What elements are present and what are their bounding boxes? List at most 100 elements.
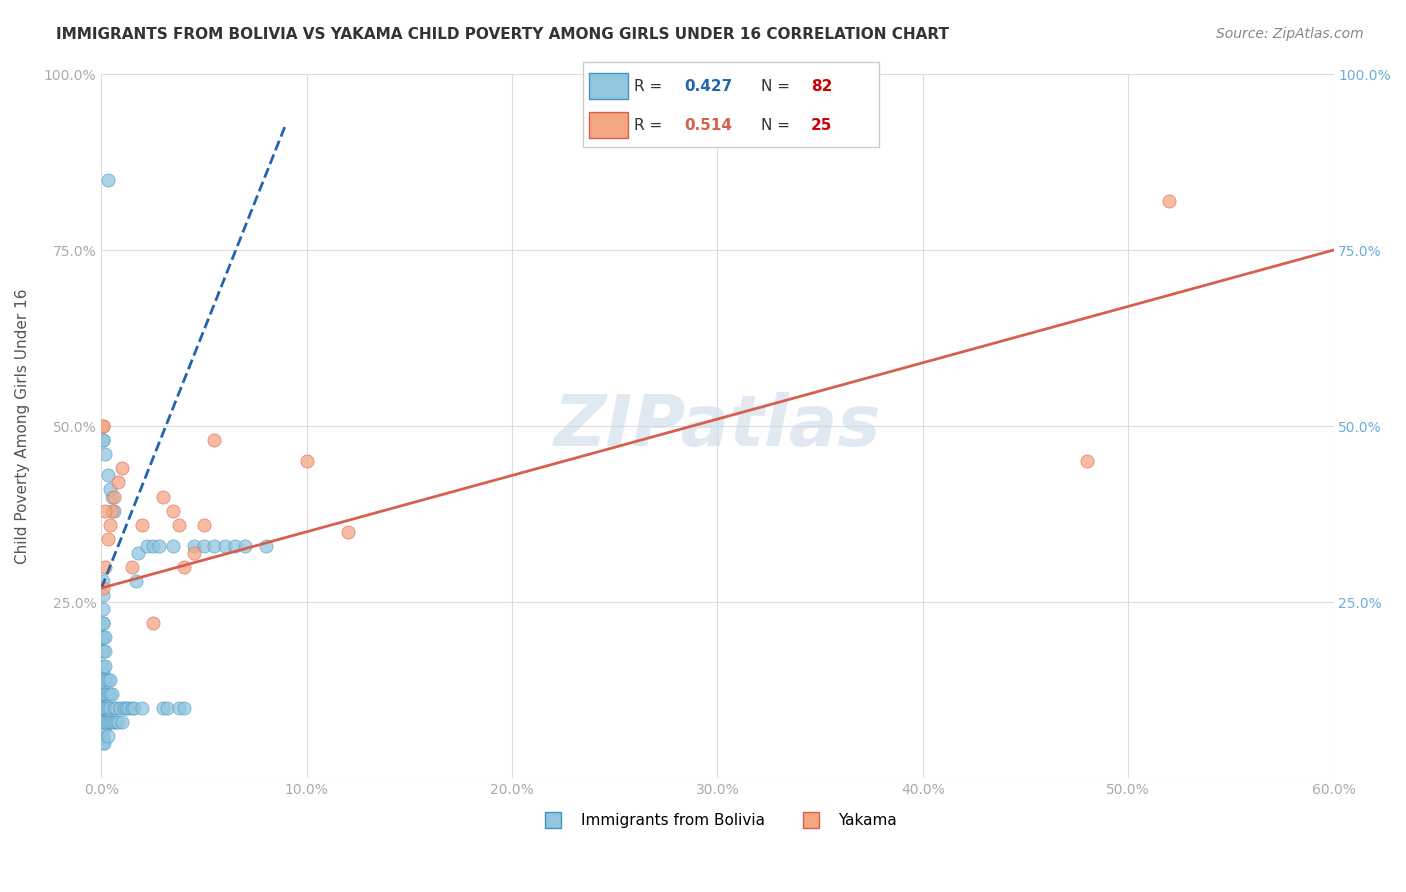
- Point: [100, 503, 122, 517]
- Point: [104, 701, 127, 715]
- Point: [93, 574, 115, 588]
- Point: [98, 483, 121, 497]
- Point: [94, 701, 117, 715]
- Point: [93, 419, 115, 434]
- Point: [93, 714, 115, 729]
- Point: [94, 714, 117, 729]
- Point: [336, 524, 359, 539]
- Point: [183, 539, 205, 553]
- Point: [111, 461, 134, 475]
- Point: [100, 490, 122, 504]
- Point: [1159, 194, 1181, 208]
- Point: [93, 419, 115, 434]
- Point: [93, 736, 115, 750]
- Point: [131, 701, 153, 715]
- Text: ZIPatlas: ZIPatlas: [554, 392, 882, 460]
- Point: [93, 658, 115, 673]
- Point: [183, 546, 205, 560]
- Point: [111, 714, 134, 729]
- Text: R =: R =: [634, 78, 666, 94]
- Point: [91, 736, 114, 750]
- Point: [93, 631, 115, 645]
- Point: [202, 539, 225, 553]
- Point: [93, 701, 115, 715]
- Point: [93, 701, 115, 715]
- Point: [91, 616, 114, 631]
- FancyBboxPatch shape: [583, 62, 879, 147]
- Point: [193, 517, 215, 532]
- Point: [107, 475, 129, 490]
- Point: [131, 517, 153, 532]
- Point: [98, 701, 121, 715]
- Point: [162, 539, 184, 553]
- Text: IMMIGRANTS FROM BOLIVIA VS YAKAMA CHILD POVERTY AMONG GIRLS UNDER 16 CORRELATION: IMMIGRANTS FROM BOLIVIA VS YAKAMA CHILD …: [56, 27, 949, 42]
- Point: [254, 539, 277, 553]
- Point: [148, 539, 170, 553]
- Point: [100, 687, 122, 701]
- Point: [162, 503, 184, 517]
- Point: [108, 701, 131, 715]
- Text: N =: N =: [761, 78, 794, 94]
- Point: [93, 588, 115, 602]
- Point: [96, 532, 118, 546]
- Point: [117, 701, 139, 715]
- Point: [98, 714, 121, 729]
- Point: [173, 560, 195, 574]
- Point: [93, 434, 115, 448]
- Point: [173, 701, 195, 715]
- Point: [91, 701, 114, 715]
- Point: [156, 701, 179, 715]
- Point: [96, 729, 118, 743]
- Point: [93, 729, 115, 743]
- Text: Source: ZipAtlas.com: Source: ZipAtlas.com: [1216, 27, 1364, 41]
- Point: [98, 673, 121, 687]
- Point: [93, 644, 115, 658]
- Point: [94, 687, 117, 701]
- Point: [94, 560, 117, 574]
- Point: [125, 574, 148, 588]
- FancyBboxPatch shape: [589, 73, 627, 99]
- Point: [295, 454, 318, 468]
- Point: [93, 673, 115, 687]
- Point: [93, 687, 115, 701]
- Point: [202, 434, 225, 448]
- Text: 25: 25: [811, 118, 832, 133]
- Point: [169, 517, 191, 532]
- Point: [127, 546, 149, 560]
- Point: [142, 616, 165, 631]
- Point: [214, 539, 236, 553]
- Point: [121, 560, 143, 574]
- Point: [112, 701, 135, 715]
- Point: [107, 714, 129, 729]
- Point: [91, 665, 114, 680]
- Point: [96, 172, 118, 186]
- Point: [233, 539, 256, 553]
- Legend: Immigrants from Bolivia, Yakama: Immigrants from Bolivia, Yakama: [531, 806, 903, 834]
- Point: [91, 644, 114, 658]
- Point: [152, 701, 174, 715]
- Point: [1076, 454, 1098, 468]
- Point: [94, 644, 117, 658]
- Point: [122, 701, 145, 715]
- Text: 82: 82: [811, 78, 832, 94]
- Point: [152, 490, 174, 504]
- Point: [96, 673, 118, 687]
- Point: [91, 714, 114, 729]
- Point: [93, 581, 115, 595]
- Point: [103, 714, 125, 729]
- Point: [98, 517, 121, 532]
- Point: [115, 701, 138, 715]
- Text: R =: R =: [634, 118, 666, 133]
- Point: [169, 701, 191, 715]
- Text: 0.514: 0.514: [683, 118, 733, 133]
- Point: [103, 503, 125, 517]
- Point: [98, 687, 121, 701]
- Point: [96, 687, 118, 701]
- Point: [121, 701, 143, 715]
- Y-axis label: Child Poverty Among Girls Under 16: Child Poverty Among Girls Under 16: [15, 288, 30, 564]
- Point: [96, 714, 118, 729]
- Point: [93, 434, 115, 448]
- Point: [93, 616, 115, 631]
- Point: [94, 658, 117, 673]
- Point: [93, 722, 115, 736]
